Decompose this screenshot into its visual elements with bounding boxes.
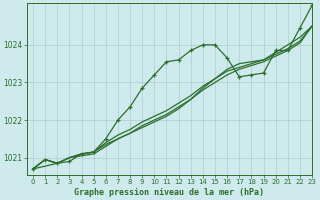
X-axis label: Graphe pression niveau de la mer (hPa): Graphe pression niveau de la mer (hPa) [75,188,265,197]
